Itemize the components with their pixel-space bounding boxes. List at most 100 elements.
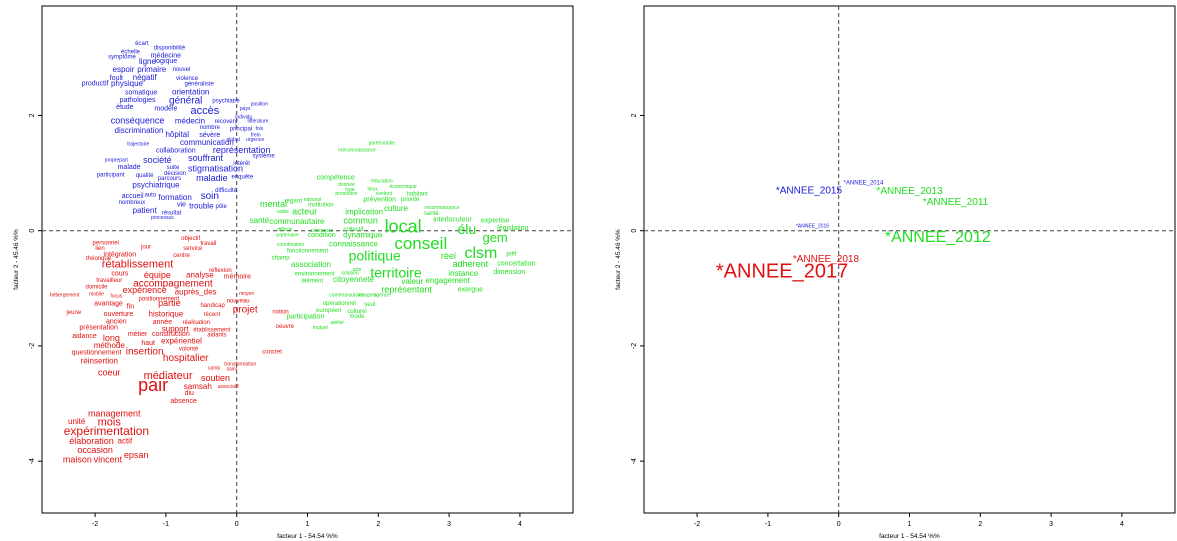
y-tick-label: 0 [29, 229, 36, 233]
word-label: association [291, 260, 331, 269]
word-label: champ [272, 255, 291, 261]
word-label: trajectoire [127, 142, 149, 148]
word-label: adhérent [453, 259, 489, 269]
word-label: communautaire [269, 217, 325, 226]
word-label: échelle [121, 50, 141, 56]
word-label: haut [141, 340, 155, 347]
word-label: collaboration [156, 147, 196, 154]
word-label: législation [497, 225, 528, 232]
word-label: représentation [213, 145, 271, 155]
y-tick-label: 2 [29, 113, 36, 117]
word-label: politique [349, 247, 401, 263]
word-label: aidants [207, 333, 226, 339]
word-label: ouverture [104, 311, 134, 318]
x-tick-label: 2 [978, 521, 982, 528]
word-label: expertise [481, 218, 510, 225]
word-label: saint [226, 366, 237, 372]
word-label: mutuel [313, 325, 328, 331]
word-label: écart [135, 41, 149, 47]
word-label: nombre [200, 125, 221, 131]
word-label: violence [176, 76, 199, 82]
word-label: généraliste [184, 81, 214, 87]
word-label: nombreux [119, 200, 146, 206]
y-axis-title: facteur 2 - 45.46 %% [615, 229, 622, 290]
word-label: regard [285, 198, 302, 204]
word-label: epsan [124, 450, 149, 460]
word-label: unité [68, 417, 86, 426]
word-label: équipe [144, 270, 171, 280]
word-label: culture [384, 204, 409, 213]
word-label: insertion [126, 346, 164, 357]
word-label: urgence [246, 137, 264, 143]
word-label: participation [287, 313, 325, 320]
word-label: coeur [98, 367, 121, 377]
word-label: qualité [136, 173, 154, 179]
word-label: médecine [151, 52, 181, 59]
word-label: stigmatisation [188, 163, 243, 173]
word-label: travailleur [96, 278, 122, 284]
word-label: ligne [139, 57, 156, 66]
word-label: foult [110, 75, 123, 82]
word-label: priorité [401, 197, 420, 203]
word-label: accueil [122, 193, 144, 200]
word-label: physique [111, 79, 144, 88]
word-label: reconnaissance [425, 205, 460, 211]
word-label: implication [345, 207, 383, 216]
word-label: aidance [72, 333, 97, 340]
word-label: valeur [401, 277, 423, 286]
word-label: conséquence [111, 116, 165, 126]
word-label: enquête [232, 175, 254, 181]
word-label: solution [341, 271, 358, 277]
word-label: réalisation [183, 320, 210, 326]
word-label: patient [133, 206, 158, 215]
x-tick-label: -1 [765, 521, 771, 528]
word-label: sévère [199, 132, 220, 139]
word-label: médecin [175, 116, 205, 125]
word-label: souffrant [188, 153, 223, 163]
word-label: travail [200, 241, 216, 247]
word-label: frein [251, 132, 261, 138]
word-label: littérature [248, 119, 269, 125]
word-label: connaissance [329, 240, 378, 249]
word-label: jeune [66, 310, 82, 316]
y-tick-label: -4 [29, 458, 36, 464]
word-label: seul [364, 302, 375, 308]
x-tick-label: 3 [1049, 521, 1053, 528]
word-label: suite [167, 165, 180, 171]
word-label: focus [110, 294, 122, 300]
word-label: support [162, 324, 189, 333]
word-label: logique [155, 58, 178, 65]
word-label: dimension [493, 269, 525, 276]
word-label: présentation [79, 324, 118, 331]
word-label: productif [82, 81, 109, 88]
word-label: négatif [133, 73, 158, 82]
x-tick-label: 0 [235, 521, 239, 528]
word-label: *ANNEE_2018 [793, 254, 860, 265]
word-label: primaire [137, 65, 166, 74]
word-label: élu [457, 221, 476, 237]
word-label: recovery [215, 119, 238, 125]
x-axis-title: facteur 1 - 54.54 %% [879, 533, 940, 540]
word-label: opérationnel [323, 301, 356, 307]
word-label: clsm [465, 245, 498, 262]
word-label: oeuvre [276, 324, 295, 330]
y-tick-label: 2 [631, 113, 638, 117]
word-label: instance [448, 269, 478, 278]
word-label: notion [272, 310, 288, 316]
x-tick-label: -2 [92, 521, 98, 528]
word-label: concret [262, 349, 282, 355]
word-label: pôle [215, 204, 227, 210]
word-label: hôpital [165, 130, 189, 139]
word-label: disponibilité [154, 46, 186, 52]
word-label: établissement [193, 327, 230, 333]
word-label: évident [376, 191, 393, 197]
word-label: hébergement [50, 293, 80, 299]
word-label: élément [302, 278, 324, 284]
word-label: psychiatrique [132, 180, 180, 189]
y-tick-label: -2 [29, 343, 36, 349]
word-label: personnel [93, 240, 119, 246]
word-label: représentant [381, 284, 432, 294]
word-label: théorique [86, 256, 112, 262]
word-label: étude [116, 104, 134, 111]
word-label: maladie [196, 173, 228, 183]
